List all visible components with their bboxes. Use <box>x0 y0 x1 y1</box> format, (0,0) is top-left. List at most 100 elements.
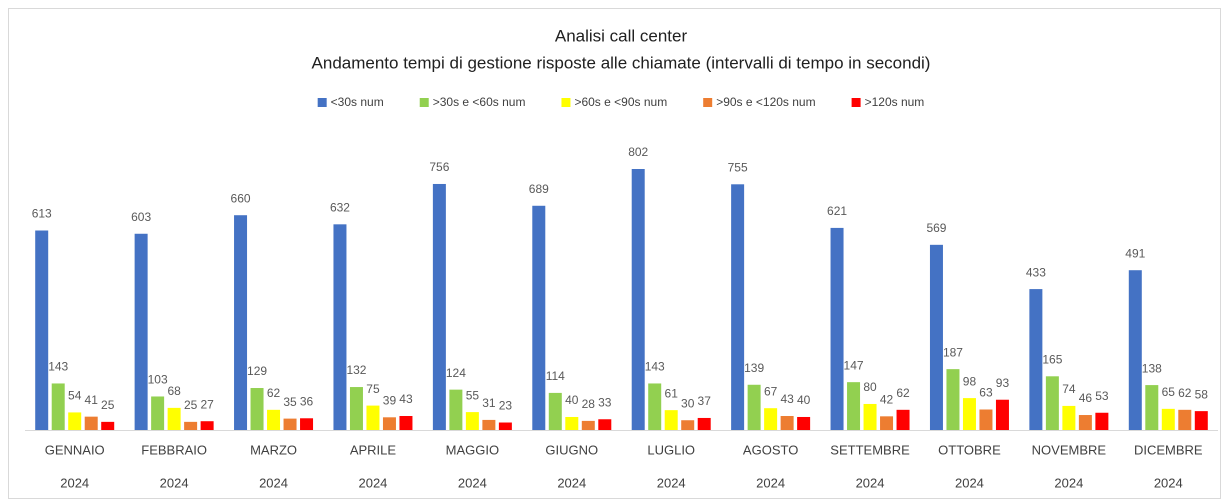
bar <box>68 412 82 430</box>
chart-title: Analisi call center <box>555 26 688 45</box>
x-tick-label: 2024 <box>358 475 387 490</box>
legend-label: >60s e <90s num <box>574 95 667 109</box>
value-label: 46 <box>1079 391 1093 405</box>
bar <box>598 419 612 430</box>
value-label: 40 <box>565 393 579 407</box>
bar <box>648 383 662 430</box>
bar <box>946 369 960 430</box>
x-tick-label: 2024 <box>60 475 89 490</box>
bar <box>151 396 165 430</box>
value-label: 756 <box>429 160 449 174</box>
value-label: 37 <box>698 394 712 408</box>
value-label: 165 <box>1042 352 1062 366</box>
legend-swatch <box>317 98 327 107</box>
value-label: 39 <box>383 393 397 407</box>
bar <box>84 416 98 430</box>
bar <box>167 407 181 430</box>
x-tick-label: FEBBRAIO <box>141 442 207 457</box>
bar <box>830 227 844 430</box>
bar <box>51 383 65 430</box>
bar <box>333 224 347 430</box>
bar <box>731 184 745 430</box>
value-label: 30 <box>681 396 695 410</box>
bar <box>896 409 910 430</box>
bar <box>267 409 281 430</box>
chart-subtitle: Andamento tempi di gestione risposte all… <box>312 53 931 72</box>
x-tick-label: AGOSTO <box>743 442 798 457</box>
x-tick-label: 2024 <box>458 475 487 490</box>
bar <box>399 416 413 430</box>
bar <box>631 169 645 430</box>
x-tick-label: 2024 <box>160 475 189 490</box>
value-label: 132 <box>346 363 366 377</box>
x-tick-label: 2024 <box>856 475 885 490</box>
value-label: 75 <box>366 382 380 396</box>
value-label: 80 <box>863 380 877 394</box>
bar <box>697 417 711 430</box>
bar <box>432 183 446 430</box>
value-label: 41 <box>85 393 99 407</box>
value-label: 62 <box>896 386 910 400</box>
legend-swatch <box>703 98 713 107</box>
value-label: 25 <box>101 398 115 412</box>
x-tick-label: GIUGNO <box>545 442 598 457</box>
bar <box>929 244 943 430</box>
bar <box>548 392 562 430</box>
value-label: 33 <box>598 395 612 409</box>
value-label: 61 <box>665 386 679 400</box>
bar <box>1161 408 1175 430</box>
bar <box>979 409 993 430</box>
bar <box>847 382 861 430</box>
value-label: 68 <box>167 384 181 398</box>
bar <box>250 388 264 430</box>
bar <box>449 389 463 430</box>
value-label: 613 <box>32 207 52 221</box>
x-tick-label: 2024 <box>1154 475 1183 490</box>
value-label: 433 <box>1026 265 1046 279</box>
value-label: 27 <box>200 397 214 411</box>
bar <box>465 412 479 430</box>
x-tick-label: SETTEMBRE <box>830 442 910 457</box>
value-label: 138 <box>1142 361 1162 375</box>
bar <box>681 420 695 430</box>
value-label: 65 <box>1162 385 1176 399</box>
value-label: 103 <box>148 373 168 387</box>
bar <box>1178 409 1192 430</box>
legend-swatch <box>851 98 861 107</box>
bar <box>349 387 363 430</box>
value-label: 491 <box>1125 246 1145 260</box>
value-label: 124 <box>446 366 466 380</box>
x-tick-label: APRILE <box>350 442 397 457</box>
value-label: 28 <box>582 397 596 411</box>
x-tick-label: DICEMBRE <box>1134 442 1203 457</box>
x-tick-label: OTTOBRE <box>938 442 1001 457</box>
value-label: 755 <box>728 160 748 174</box>
value-label: 53 <box>1095 389 1109 403</box>
bar <box>35 230 49 430</box>
bar <box>1029 289 1043 430</box>
bar <box>498 422 512 430</box>
value-label: 569 <box>926 221 946 235</box>
value-label: 74 <box>1062 382 1076 396</box>
x-tick-label: MARZO <box>250 442 297 457</box>
value-label: 58 <box>1195 387 1209 401</box>
x-tick-label: GENNAIO <box>45 442 105 457</box>
bar <box>880 416 894 430</box>
bar <box>366 405 380 430</box>
value-label: 93 <box>996 376 1010 390</box>
x-tick-label: 2024 <box>1054 475 1083 490</box>
bar <box>532 205 546 430</box>
value-label: 603 <box>131 210 151 224</box>
bar <box>382 417 396 430</box>
legend-label: >120s num <box>865 95 925 109</box>
bar <box>300 418 314 430</box>
bar <box>1145 385 1159 430</box>
bar <box>1095 412 1109 430</box>
bar <box>101 421 115 430</box>
bar <box>747 384 761 430</box>
value-label: 660 <box>231 191 251 205</box>
value-label: 129 <box>247 364 267 378</box>
bar <box>184 421 198 430</box>
bar <box>1078 415 1092 430</box>
value-label: 147 <box>844 358 864 372</box>
